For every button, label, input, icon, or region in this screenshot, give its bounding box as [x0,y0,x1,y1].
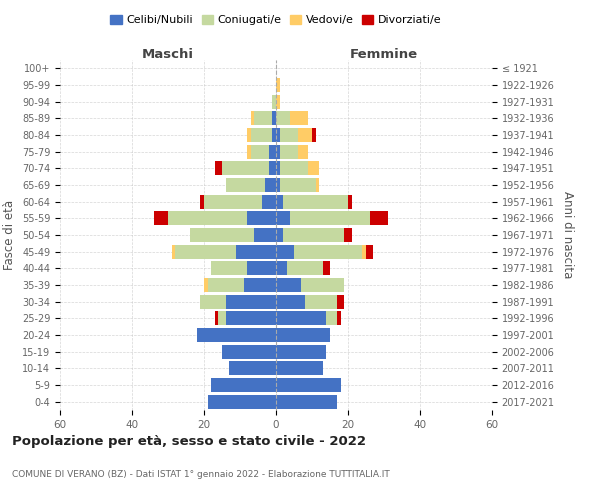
Bar [218,311,226,326]
Bar [312,128,316,142]
Bar [344,228,352,242]
Bar [272,128,276,142]
Bar [337,311,341,326]
Bar [276,144,280,159]
Bar [265,178,276,192]
Bar [251,128,272,142]
Bar [276,94,280,109]
Bar [276,178,280,192]
Bar [280,144,298,159]
Bar [247,144,251,159]
Bar [276,294,305,308]
Bar [298,144,308,159]
Bar [204,194,262,209]
Bar [208,394,276,409]
Bar [276,162,280,175]
Bar [211,261,247,276]
Bar [215,311,218,326]
Y-axis label: Anni di nascita: Anni di nascita [561,192,574,278]
Bar [226,311,276,326]
Bar [305,294,337,308]
Bar [236,244,276,259]
Bar [190,228,254,242]
Bar [254,228,276,242]
Bar [200,294,226,308]
Text: COMUNE DI VERANO (BZ) - Dati ISTAT 1° gennaio 2022 - Elaborazione TUTTITALIA.IT: COMUNE DI VERANO (BZ) - Dati ISTAT 1° ge… [12,470,390,479]
Bar [269,144,276,159]
Bar [276,128,280,142]
Bar [222,162,269,175]
Bar [247,211,276,226]
Bar [175,244,236,259]
Bar [208,278,244,292]
Bar [247,128,251,142]
Text: Popolazione per età, sesso e stato civile - 2022: Popolazione per età, sesso e stato civil… [12,435,366,448]
Bar [222,344,276,359]
Bar [276,311,326,326]
Bar [247,261,276,276]
Bar [294,244,362,259]
Bar [154,211,168,226]
Bar [276,278,301,292]
Bar [211,378,276,392]
Bar [276,211,290,226]
Bar [276,244,294,259]
Y-axis label: Fasce di età: Fasce di età [4,200,16,270]
Bar [308,162,319,175]
Bar [276,194,283,209]
Bar [197,328,276,342]
Bar [262,194,276,209]
Bar [215,162,222,175]
Bar [301,278,344,292]
Bar [326,311,337,326]
Bar [290,112,308,126]
Bar [276,394,337,409]
Bar [276,112,290,126]
Bar [276,361,323,376]
Bar [276,344,326,359]
Bar [272,112,276,126]
Bar [283,228,344,242]
Bar [283,194,348,209]
Bar [226,178,265,192]
Bar [200,194,204,209]
Bar [366,244,373,259]
Legend: Celibi/Nubili, Coniugati/e, Vedovi/e, Divorziati/e: Celibi/Nubili, Coniugati/e, Vedovi/e, Di… [106,10,446,30]
Bar [276,328,330,342]
Bar [290,211,370,226]
Bar [276,228,283,242]
Bar [287,261,323,276]
Bar [251,144,269,159]
Bar [280,178,316,192]
Bar [226,294,276,308]
Text: Femmine: Femmine [350,48,418,61]
Bar [272,94,276,109]
Bar [337,294,344,308]
Bar [348,194,352,209]
Bar [251,112,254,126]
Bar [269,162,276,175]
Bar [316,178,319,192]
Bar [204,278,208,292]
Bar [244,278,276,292]
Bar [298,128,312,142]
Bar [168,211,247,226]
Bar [362,244,366,259]
Bar [323,261,330,276]
Bar [254,112,272,126]
Bar [276,378,341,392]
Bar [229,361,276,376]
Bar [370,211,388,226]
Bar [280,162,308,175]
Bar [276,78,280,92]
Bar [276,261,287,276]
Bar [172,244,175,259]
Text: Maschi: Maschi [142,48,194,61]
Bar [280,128,298,142]
